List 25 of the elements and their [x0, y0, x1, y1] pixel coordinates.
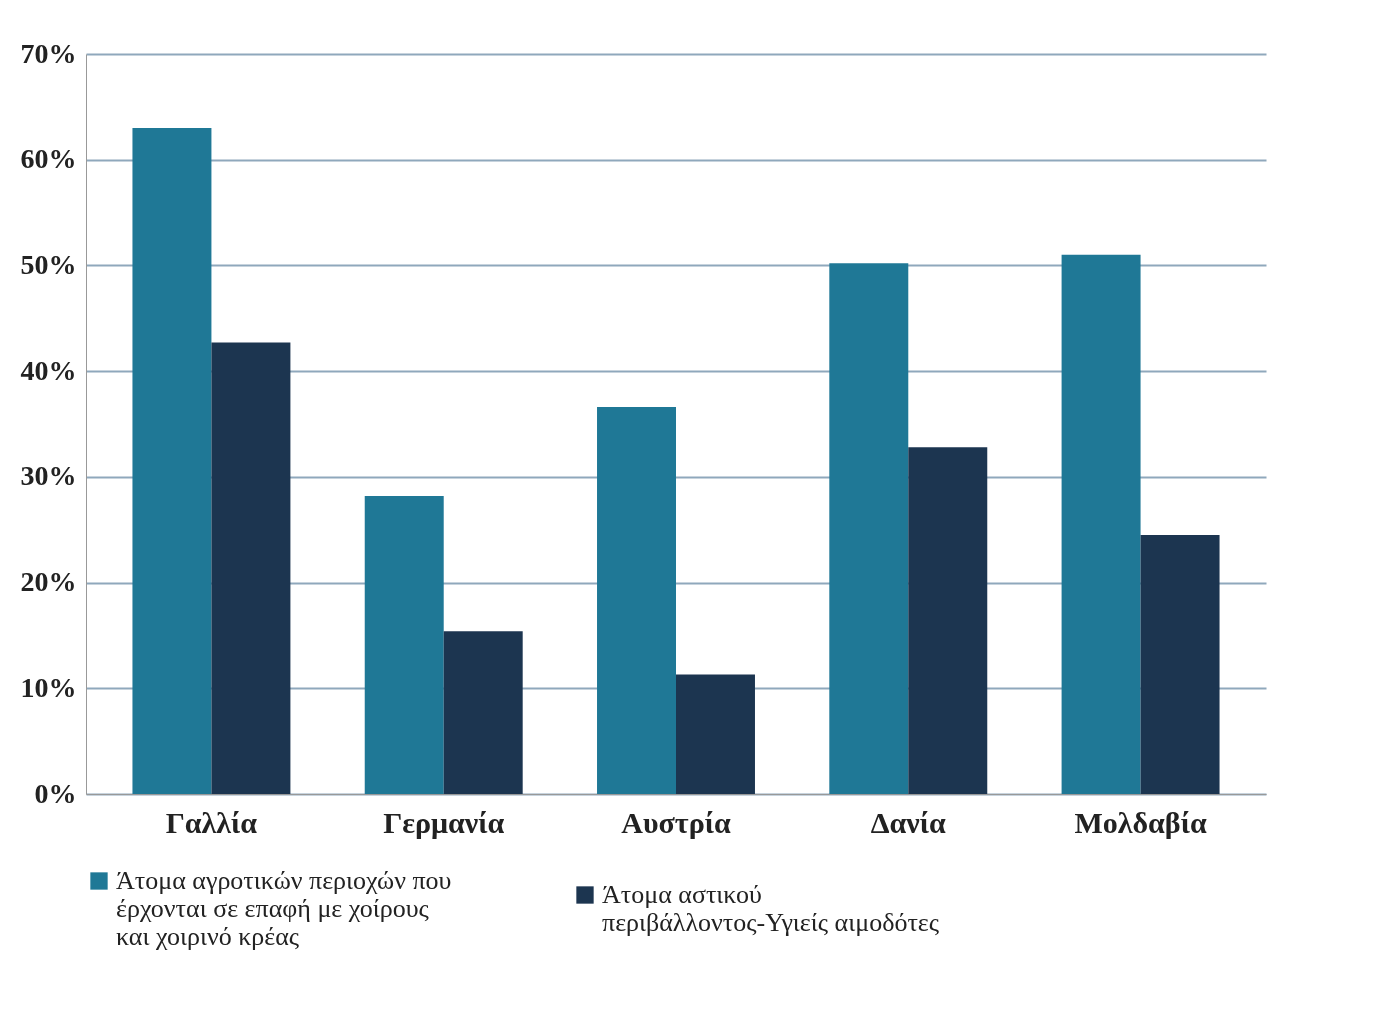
y-tick-label: 70% [20, 37, 77, 69]
y-tick-label: 10% [20, 671, 77, 703]
y-tick-label: 40% [20, 354, 77, 386]
bar [676, 674, 755, 794]
y-tick-label: 20% [20, 566, 77, 598]
x-tick-label: Αυστρία [621, 805, 731, 839]
legend-label: Άτομα αστικού περιβάλλοντος-Υγιείς αιμοδότες [602, 880, 940, 937]
bar [443, 631, 523, 794]
bar [364, 495, 444, 794]
bar [1061, 254, 1141, 794]
bar [1140, 535, 1220, 794]
x-tick-label: Γερμανία [383, 805, 505, 839]
x-tick-label: Γαλλία [165, 805, 258, 839]
x-tick-label: Δανία [870, 805, 947, 839]
y-tick-label: 60% [20, 143, 77, 175]
y-tick-label: 30% [20, 460, 77, 492]
y-tick-label: 50% [20, 248, 77, 280]
y-tick-label: 0% [34, 777, 77, 809]
bar [829, 263, 909, 794]
bar [132, 128, 212, 794]
bar [908, 447, 988, 794]
bar [597, 407, 676, 794]
x-tick-label: Μολδαβία [1074, 805, 1207, 839]
legend-label: Άτομα αγροτικών περιοχών που έρχονται σε επαφή με χοίρους και χοιρινό κρέας [116, 866, 452, 951]
bar [211, 342, 291, 794]
